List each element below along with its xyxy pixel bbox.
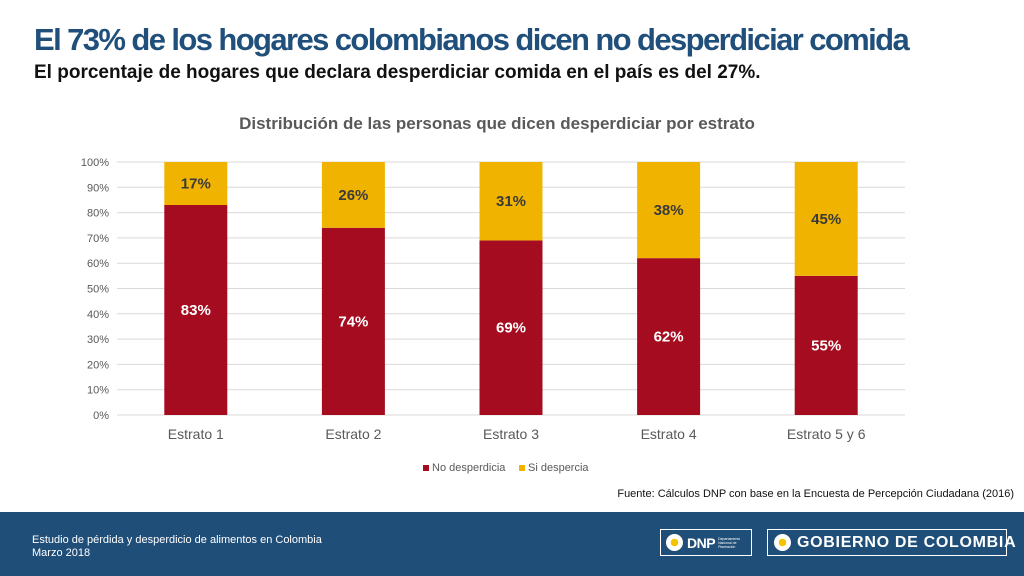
data-label: 74%	[338, 313, 368, 330]
y-tick-label: 60%	[87, 258, 109, 270]
gobierno-label: GOBIERNO DE COLOMBIA	[797, 533, 1017, 551]
bar-segment	[794, 162, 858, 276]
data-label: 69%	[496, 320, 526, 337]
data-label: 26%	[338, 187, 368, 204]
x-category-label: Estrato 3	[483, 426, 539, 442]
legend-label: No desperdicia	[432, 462, 506, 474]
coat-of-arms-icon	[666, 534, 683, 551]
chart-title: Distribución de las personas que dicen d…	[239, 114, 755, 133]
bar-segment	[637, 258, 701, 415]
footer-date: Marzo 2018	[32, 547, 91, 559]
y-tick-label: 40%	[87, 309, 109, 321]
source-note: Fuente: Cálculos DNP con base en la Encu…	[617, 488, 1014, 500]
data-label: 55%	[811, 337, 841, 354]
data-label: 38%	[654, 202, 684, 219]
y-tick-label: 90%	[87, 182, 109, 194]
slide-subtitle: El porcentaje de hogares que declara des…	[34, 62, 761, 83]
y-tick-label: 80%	[87, 208, 109, 220]
x-category-label: Estrato 5 y 6	[787, 426, 866, 442]
legend-label: Si despercia	[528, 462, 589, 474]
x-category-label: Estrato 4	[641, 426, 697, 442]
dnp-sub-label: Departamento Nacional de Planeación	[718, 536, 741, 549]
data-label: 45%	[811, 211, 841, 228]
y-tick-label: 20%	[87, 359, 109, 371]
bar-segment	[479, 162, 543, 241]
stacked-bar-chart: 0% 10% 20% 30% 40% 50% 60% 70% 80% 90% 100% 83% 17% E…	[81, 157, 905, 474]
y-tick-label: 100%	[81, 157, 109, 169]
footer-study: Estudio de pérdida y desperdicio de alim…	[32, 534, 322, 546]
dnp-label: DNP	[687, 534, 716, 551]
y-tick-label: 0%	[93, 410, 109, 422]
bar-segment	[794, 275, 858, 415]
bar-segment	[164, 162, 228, 206]
bar-segment	[321, 162, 385, 228]
y-tick-label: 30%	[87, 334, 109, 346]
legend-swatch	[423, 465, 429, 471]
coat-of-arms-icon	[774, 534, 791, 551]
data-label: 62%	[654, 329, 684, 346]
dnp-logo: DNP Departamento Nacional de Planeación	[660, 529, 752, 556]
footer-text: Estudio de pérdida y desperdicio de alim…	[32, 534, 322, 560]
y-tick-label: 70%	[87, 233, 109, 245]
y-tick-label: 50%	[87, 284, 109, 296]
legend-swatch	[519, 465, 525, 471]
bar-segment	[164, 205, 228, 415]
data-label: 83%	[181, 302, 211, 319]
x-category-label: Estrato 2	[325, 426, 381, 442]
x-category-label: Estrato 1	[168, 426, 224, 442]
footer-bar: Estudio de pérdida y desperdicio de alim…	[0, 512, 1024, 576]
y-tick-label: 10%	[87, 385, 109, 397]
bar-segment	[637, 162, 701, 259]
data-label: 17%	[181, 176, 211, 193]
data-label: 31%	[496, 193, 526, 210]
bar-segment	[321, 227, 385, 415]
slide-title: El 73% de los hogares colombianos dicen …	[34, 22, 910, 57]
gobierno-logo: GOBIERNO DE COLOMBIA	[767, 529, 1016, 556]
bar-segment	[479, 240, 543, 415]
